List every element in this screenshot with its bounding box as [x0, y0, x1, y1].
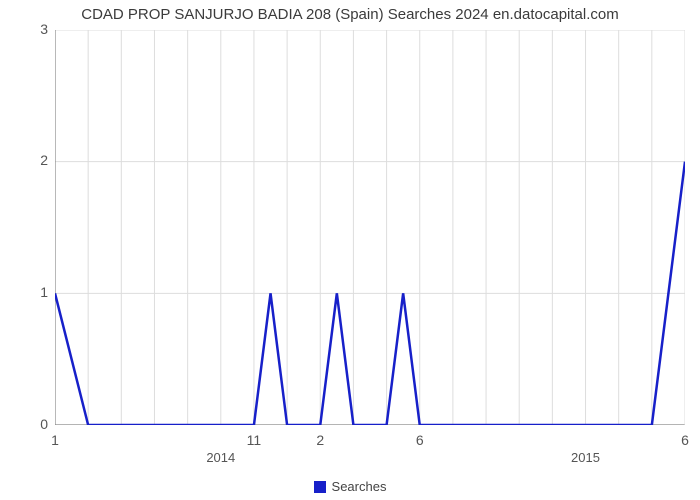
chart-container: CDAD PROP SANJURJO BADIA 208 (Spain) Sea… — [0, 0, 700, 500]
chart-title: CDAD PROP SANJURJO BADIA 208 (Spain) Sea… — [0, 6, 700, 23]
plot-svg — [55, 30, 685, 425]
xtick-year-0: 2014 — [206, 450, 235, 465]
xtick-major-3: 6 — [416, 432, 424, 448]
ytick-1: 1 — [8, 284, 48, 300]
xtick-major-0: 1 — [51, 432, 59, 448]
ytick-0: 0 — [8, 416, 48, 432]
ytick-3: 3 — [8, 21, 48, 37]
xtick-major-4: 6 — [681, 432, 689, 448]
xtick-major-2: 2 — [316, 432, 324, 448]
ytick-2: 2 — [8, 152, 48, 168]
xtick-year-1: 2015 — [571, 450, 600, 465]
legend-label: Searches — [332, 479, 387, 494]
xtick-major-1: 11 — [247, 432, 262, 448]
legend: Searches — [0, 479, 700, 494]
legend-swatch — [314, 481, 326, 493]
plot-area — [55, 30, 685, 425]
